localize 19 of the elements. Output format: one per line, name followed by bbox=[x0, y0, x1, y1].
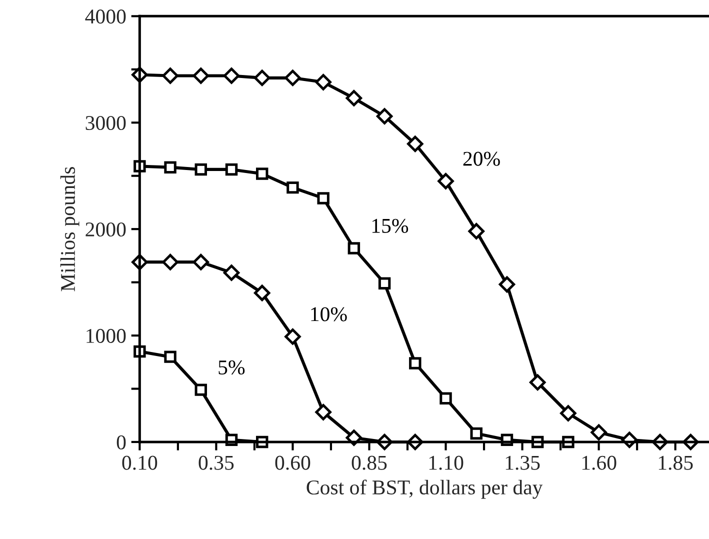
y-tick-label: 3000 bbox=[86, 116, 126, 130]
y-tick-label: 4000 bbox=[85, 10, 126, 24]
x-tick-label: 1.60 bbox=[582, 456, 616, 470]
y-axis-title: Millios pounds bbox=[60, 167, 80, 292]
x-tick-label: 1.35 bbox=[506, 456, 540, 470]
x-axis-title: Cost of BST, dollars per day bbox=[306, 480, 543, 499]
y-tick-label: 1000 bbox=[86, 328, 126, 343]
x-tick-label: 0.60 bbox=[275, 456, 310, 470]
series-label: 10% bbox=[311, 307, 347, 322]
y-tick-label: 0 bbox=[116, 435, 126, 450]
x-tick-label: 0.10 bbox=[122, 456, 158, 470]
x-tick-label: 0.35 bbox=[198, 456, 234, 470]
x-tick-label: 1.85 bbox=[658, 456, 693, 470]
y-tick-label: 2000 bbox=[86, 222, 126, 237]
x-tick-label: 0.85 bbox=[352, 456, 387, 470]
series-label: 5% bbox=[218, 360, 245, 375]
series-label: 20% bbox=[463, 152, 500, 166]
x-tick-label: 1.10 bbox=[429, 456, 464, 470]
series-label: 15% bbox=[372, 218, 408, 233]
